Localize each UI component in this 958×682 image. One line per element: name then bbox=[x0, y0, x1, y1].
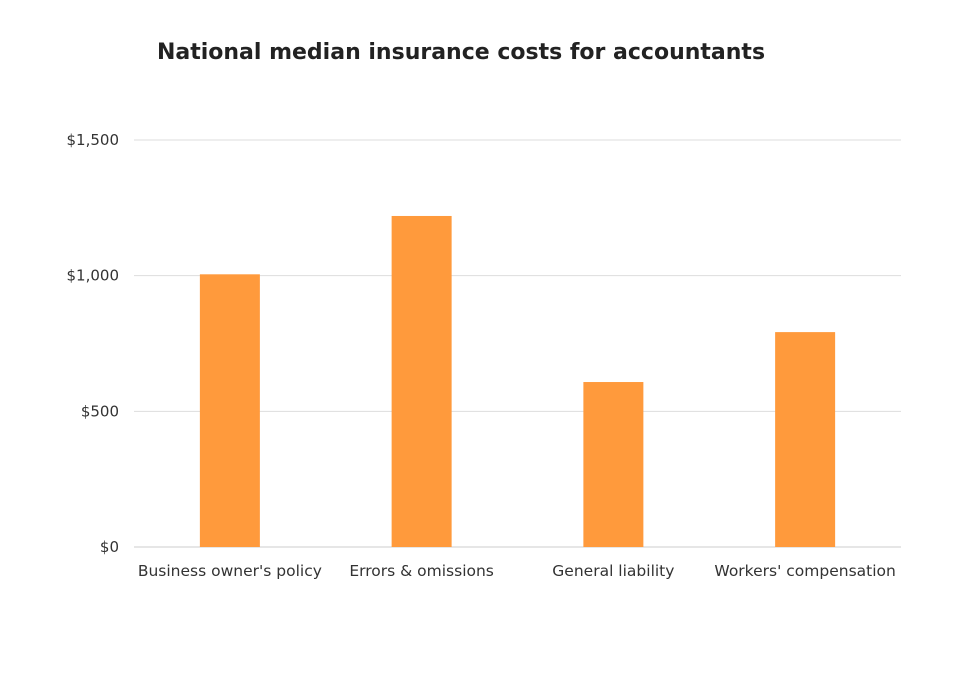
bar bbox=[775, 332, 836, 547]
y-tick-label: $1,500 bbox=[67, 131, 120, 149]
y-tick-label: $500 bbox=[81, 402, 119, 420]
bar bbox=[583, 382, 644, 547]
x-category-label: General liability bbox=[552, 562, 674, 580]
y-tick-label: $1,000 bbox=[67, 267, 120, 285]
x-category-label: Errors & omissions bbox=[349, 562, 494, 580]
y-tick-label: $0 bbox=[100, 538, 119, 556]
x-category-label: Workers' compensation bbox=[714, 562, 895, 580]
x-category-label: Business owner's policy bbox=[138, 562, 322, 580]
bar bbox=[199, 274, 260, 547]
chart-title: National median insurance costs for acco… bbox=[156, 40, 766, 65]
x-axis-labels: Business owner's policy Errors & omission… bbox=[138, 562, 896, 580]
bars bbox=[199, 215, 836, 547]
y-axis-ticks: $0 $500 $1,000 $1,500 bbox=[67, 131, 120, 556]
gridlines bbox=[134, 139, 901, 548]
bar bbox=[391, 215, 452, 547]
